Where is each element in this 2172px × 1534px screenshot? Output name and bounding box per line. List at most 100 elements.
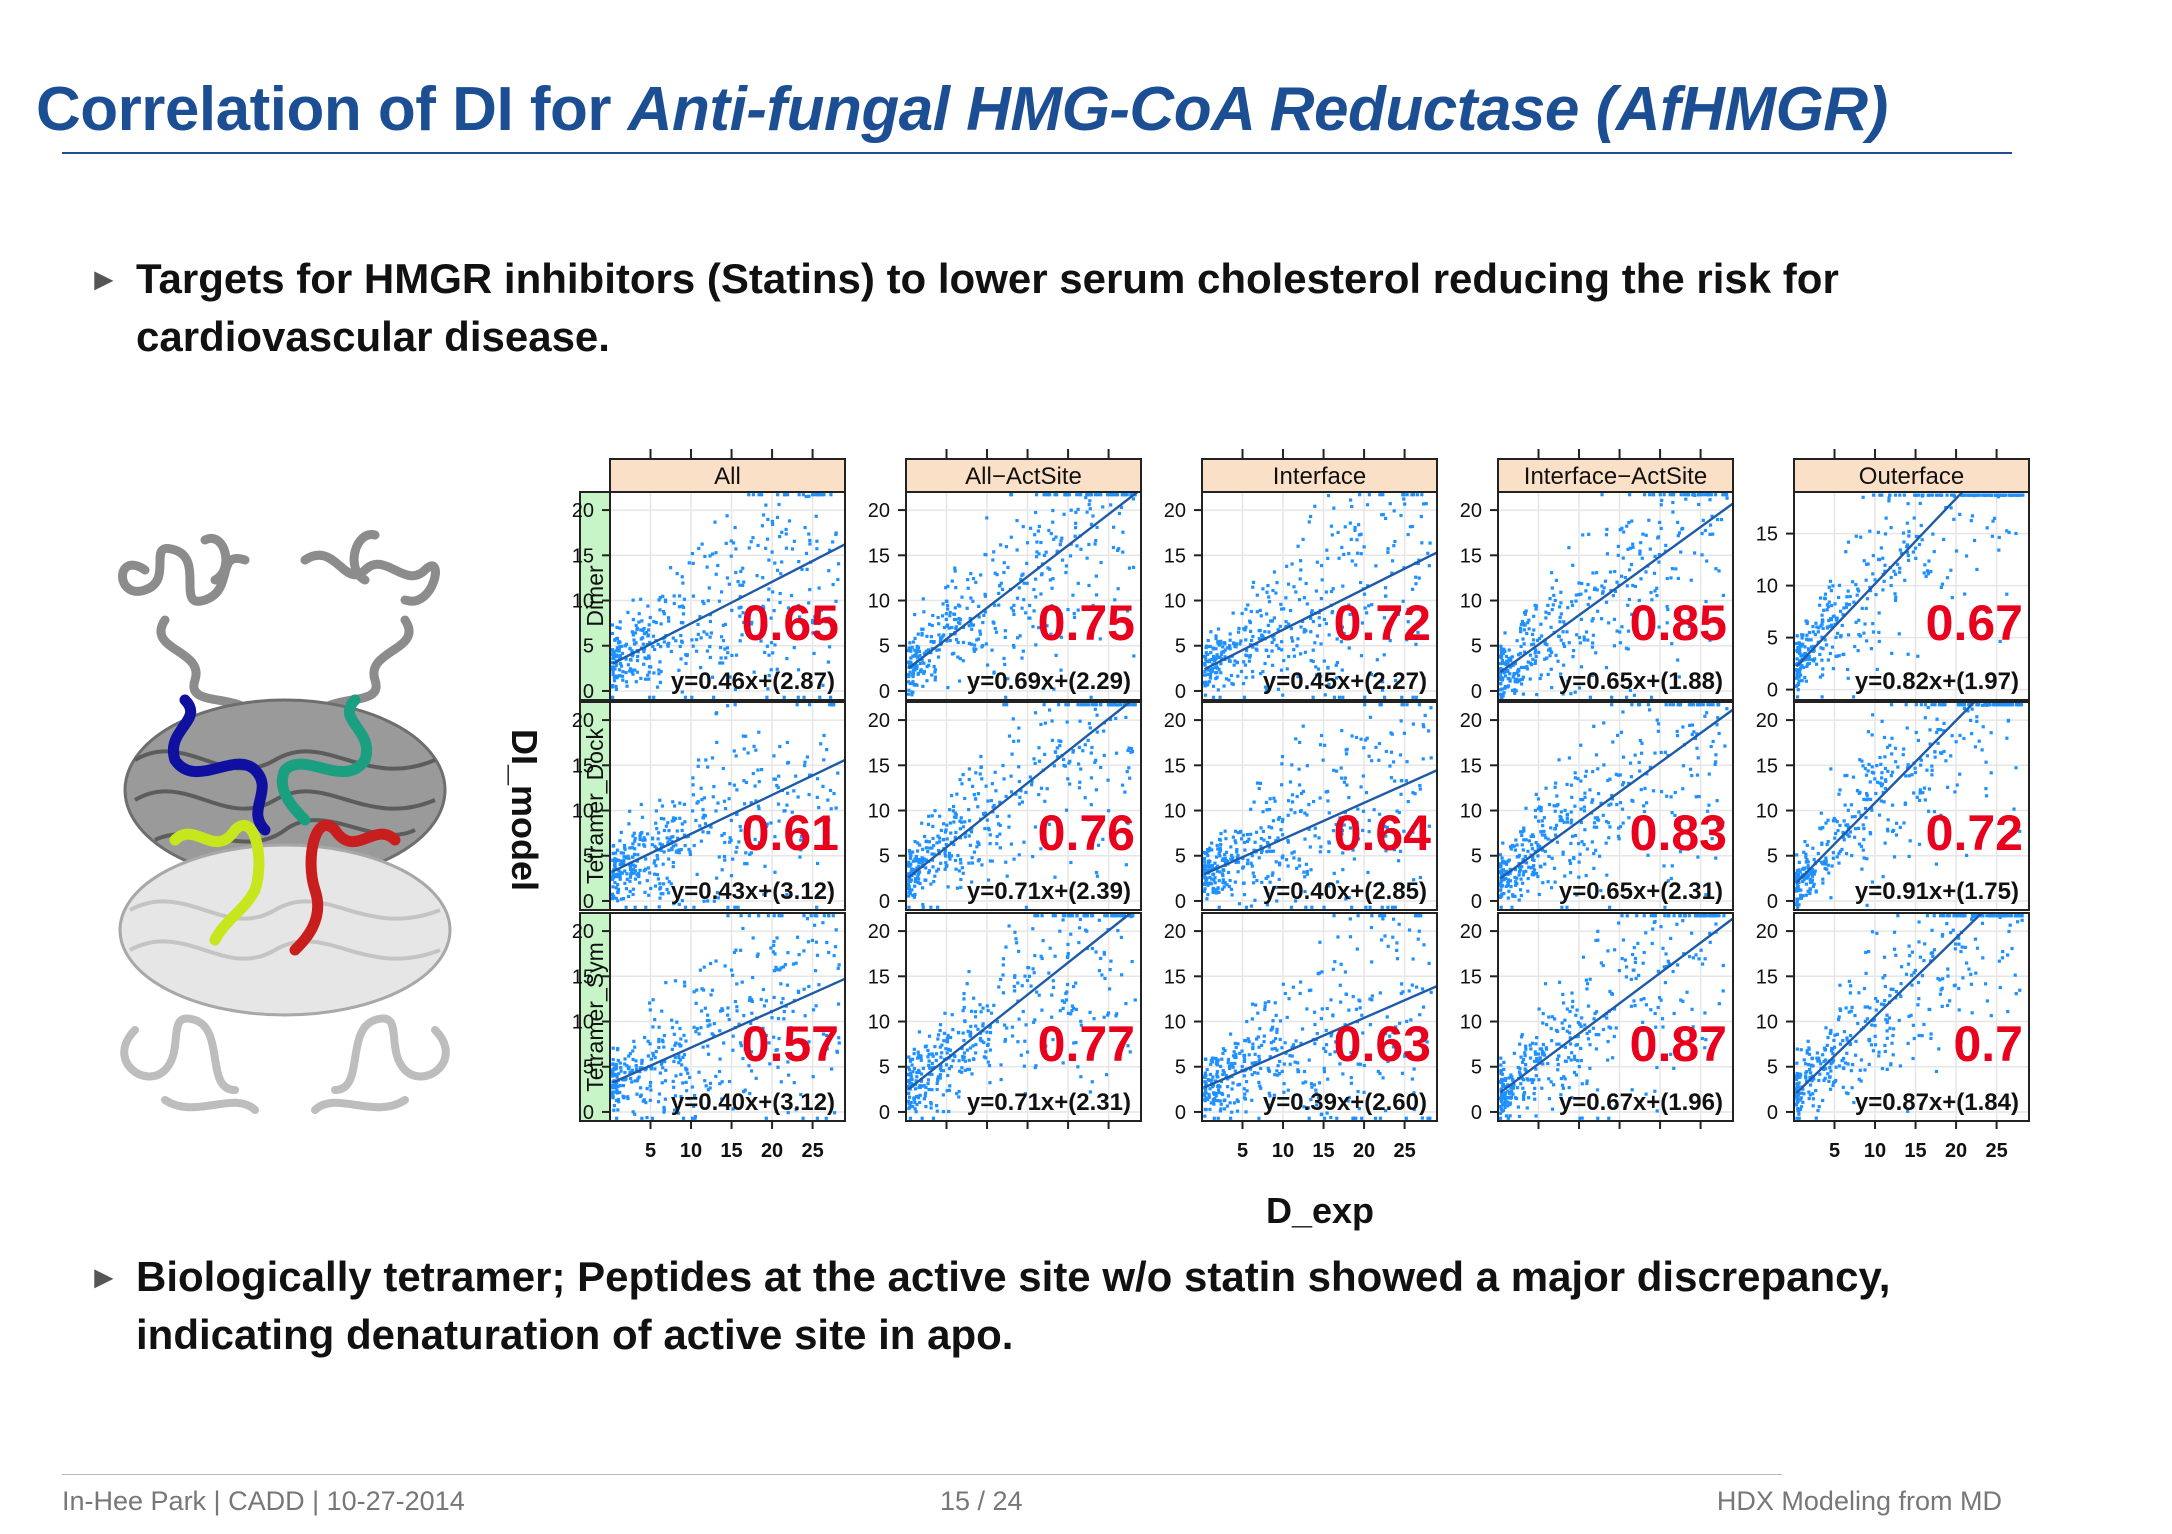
scatter-point xyxy=(1004,695,1008,699)
scatter-point xyxy=(1427,564,1431,568)
scatter-point xyxy=(1341,695,1345,699)
scatter-point xyxy=(1222,859,1227,863)
scatter-point xyxy=(821,816,826,820)
scatter-point xyxy=(1804,860,1808,864)
scatter-point xyxy=(1411,722,1415,726)
scatter-point xyxy=(611,1057,615,1062)
scatter-point xyxy=(1811,846,1815,850)
scatter-point xyxy=(731,1034,735,1038)
scatter-point xyxy=(2015,703,2019,707)
scatter-point xyxy=(1537,650,1541,655)
scatter-point xyxy=(1222,885,1226,889)
scatter-point xyxy=(1543,849,1547,854)
scatter-point xyxy=(631,867,636,871)
scatter-point xyxy=(786,606,791,610)
scatter-point xyxy=(741,734,745,738)
scatter-point xyxy=(663,1097,668,1101)
scatter-point xyxy=(772,969,776,973)
scatter-point xyxy=(784,532,788,536)
scatter-point xyxy=(1208,875,1212,880)
scatter-point xyxy=(1543,833,1547,837)
scatter-point xyxy=(1821,826,1825,830)
scatter-point xyxy=(836,577,840,582)
scatter-point xyxy=(690,695,694,699)
scatter-point xyxy=(1562,663,1566,667)
scatter-point xyxy=(831,582,835,587)
scatter-point xyxy=(956,640,960,645)
scatter-point xyxy=(1220,872,1225,876)
scatter-point xyxy=(1607,905,1612,909)
scatter-point xyxy=(1561,692,1565,696)
scatter-point xyxy=(1396,612,1401,616)
scatter-point xyxy=(651,1051,655,1056)
scatter-point xyxy=(680,828,684,833)
scatter-point xyxy=(1681,725,1685,729)
scatter-point xyxy=(1526,660,1530,664)
scatter-point xyxy=(1290,851,1294,855)
scatter-point xyxy=(1579,743,1583,747)
scatter-point xyxy=(2014,766,2018,770)
scatter-point xyxy=(747,612,751,616)
scatter-point xyxy=(960,866,964,870)
scatter-point xyxy=(916,671,921,675)
scatter-point xyxy=(948,1048,953,1052)
scatter-point xyxy=(769,668,773,672)
scatter-point xyxy=(723,622,728,627)
scatter-point xyxy=(1547,611,1551,616)
scatter-point xyxy=(1270,619,1274,623)
scatter-point xyxy=(677,902,681,906)
scatter-point xyxy=(1837,654,1841,658)
scatter-point xyxy=(1286,582,1291,586)
scatter-point xyxy=(1508,665,1513,669)
scatter-point xyxy=(617,1072,621,1076)
scatter-point xyxy=(666,840,670,844)
scatter-point xyxy=(1498,862,1503,866)
scatter-point xyxy=(779,982,783,986)
scatter-point xyxy=(1326,665,1330,670)
scatter-point xyxy=(1517,898,1521,902)
scatter-point xyxy=(1669,795,1673,799)
scatter-point xyxy=(1020,606,1024,610)
scatter-point xyxy=(1553,598,1557,603)
scatter-point xyxy=(1365,503,1370,507)
scatter-point xyxy=(683,984,687,988)
scatter-point xyxy=(1327,811,1331,815)
scatter-point xyxy=(1027,974,1032,978)
fit-equation: y=0.71x+(2.39) xyxy=(967,878,1131,905)
scatter-point xyxy=(672,818,676,822)
scatter-point xyxy=(1586,602,1590,607)
scatter-point xyxy=(1806,661,1811,666)
scatter-point xyxy=(699,1026,703,1030)
scatter-point xyxy=(1628,761,1633,765)
scatter-point xyxy=(1299,652,1303,656)
y-tick-label: 15 xyxy=(1164,545,1186,567)
scatter-point xyxy=(1120,493,1124,497)
scatter-point xyxy=(1865,597,1870,601)
scatter-point xyxy=(1281,693,1285,697)
scatter-point xyxy=(1246,858,1250,862)
scatter-point xyxy=(913,880,917,884)
scatter-point xyxy=(953,606,957,610)
scatter-point xyxy=(1806,866,1810,870)
scatter-point xyxy=(1318,796,1322,800)
scatter-point xyxy=(807,532,811,536)
scatter-point xyxy=(1800,633,1804,637)
scatter-point xyxy=(815,861,820,866)
scatter-point xyxy=(1538,864,1543,868)
scatter-point xyxy=(1615,629,1619,633)
scatter-point xyxy=(1883,755,1887,759)
scatter-point xyxy=(1801,894,1805,898)
scatter-point xyxy=(1363,695,1367,699)
scatter-point xyxy=(792,1081,796,1085)
scatter-point xyxy=(761,604,765,608)
scatter-point xyxy=(2001,493,2005,497)
scatter-point xyxy=(654,864,658,868)
scatter-point xyxy=(738,1041,743,1045)
scatter-point xyxy=(693,1114,697,1119)
scatter-point xyxy=(733,687,738,691)
scatter-point xyxy=(931,843,936,848)
scatter-point xyxy=(943,848,948,853)
scatter-point xyxy=(1021,525,1025,529)
scatter-point xyxy=(1382,653,1386,657)
scatter-point xyxy=(1691,493,1695,497)
